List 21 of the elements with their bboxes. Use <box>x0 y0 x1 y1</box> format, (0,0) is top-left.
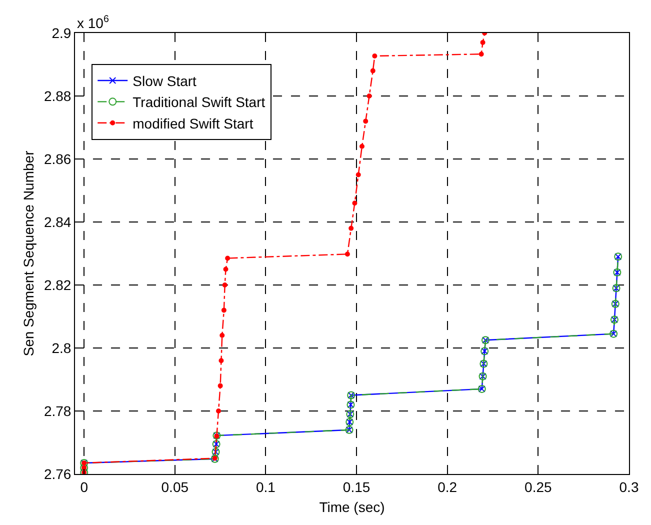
text: x 10$^{6}$ <box>77 14 110 31</box>
x-tick-label: 0.15 <box>342 478 370 495</box>
x-tick-label: 0.3 <box>619 478 639 495</box>
y-tick-label: 2.86 <box>44 150 72 167</box>
y-tick-label: 2.78 <box>44 402 72 419</box>
legend-label: modified Swift Start <box>132 115 254 132</box>
x-tick-label: 0 <box>80 478 88 495</box>
y-tick-label: 2.88 <box>44 88 72 104</box>
x-tick-label: 0.05 <box>161 478 189 495</box>
y-tick-label: 2.76 <box>44 466 72 482</box>
y-tick-label: 2.8 <box>52 340 72 356</box>
y-tick-label: 2.9 <box>52 24 72 41</box>
x-tick-label: 0.1 <box>256 478 276 495</box>
y-tick-label: 2.84 <box>44 214 72 230</box>
legend-label: Traditional Swift Start <box>132 94 266 110</box>
y-axis-title: Sen Segment Sequence Number <box>20 150 37 356</box>
legend-label: Slow Start <box>132 72 197 89</box>
y-tick-label: 2.82 <box>44 276 72 293</box>
x-tick-label: 0.2 <box>438 478 458 495</box>
x-axis-title: Time (sec) <box>319 499 385 516</box>
x-tick-label: 0.25 <box>524 478 552 495</box>
